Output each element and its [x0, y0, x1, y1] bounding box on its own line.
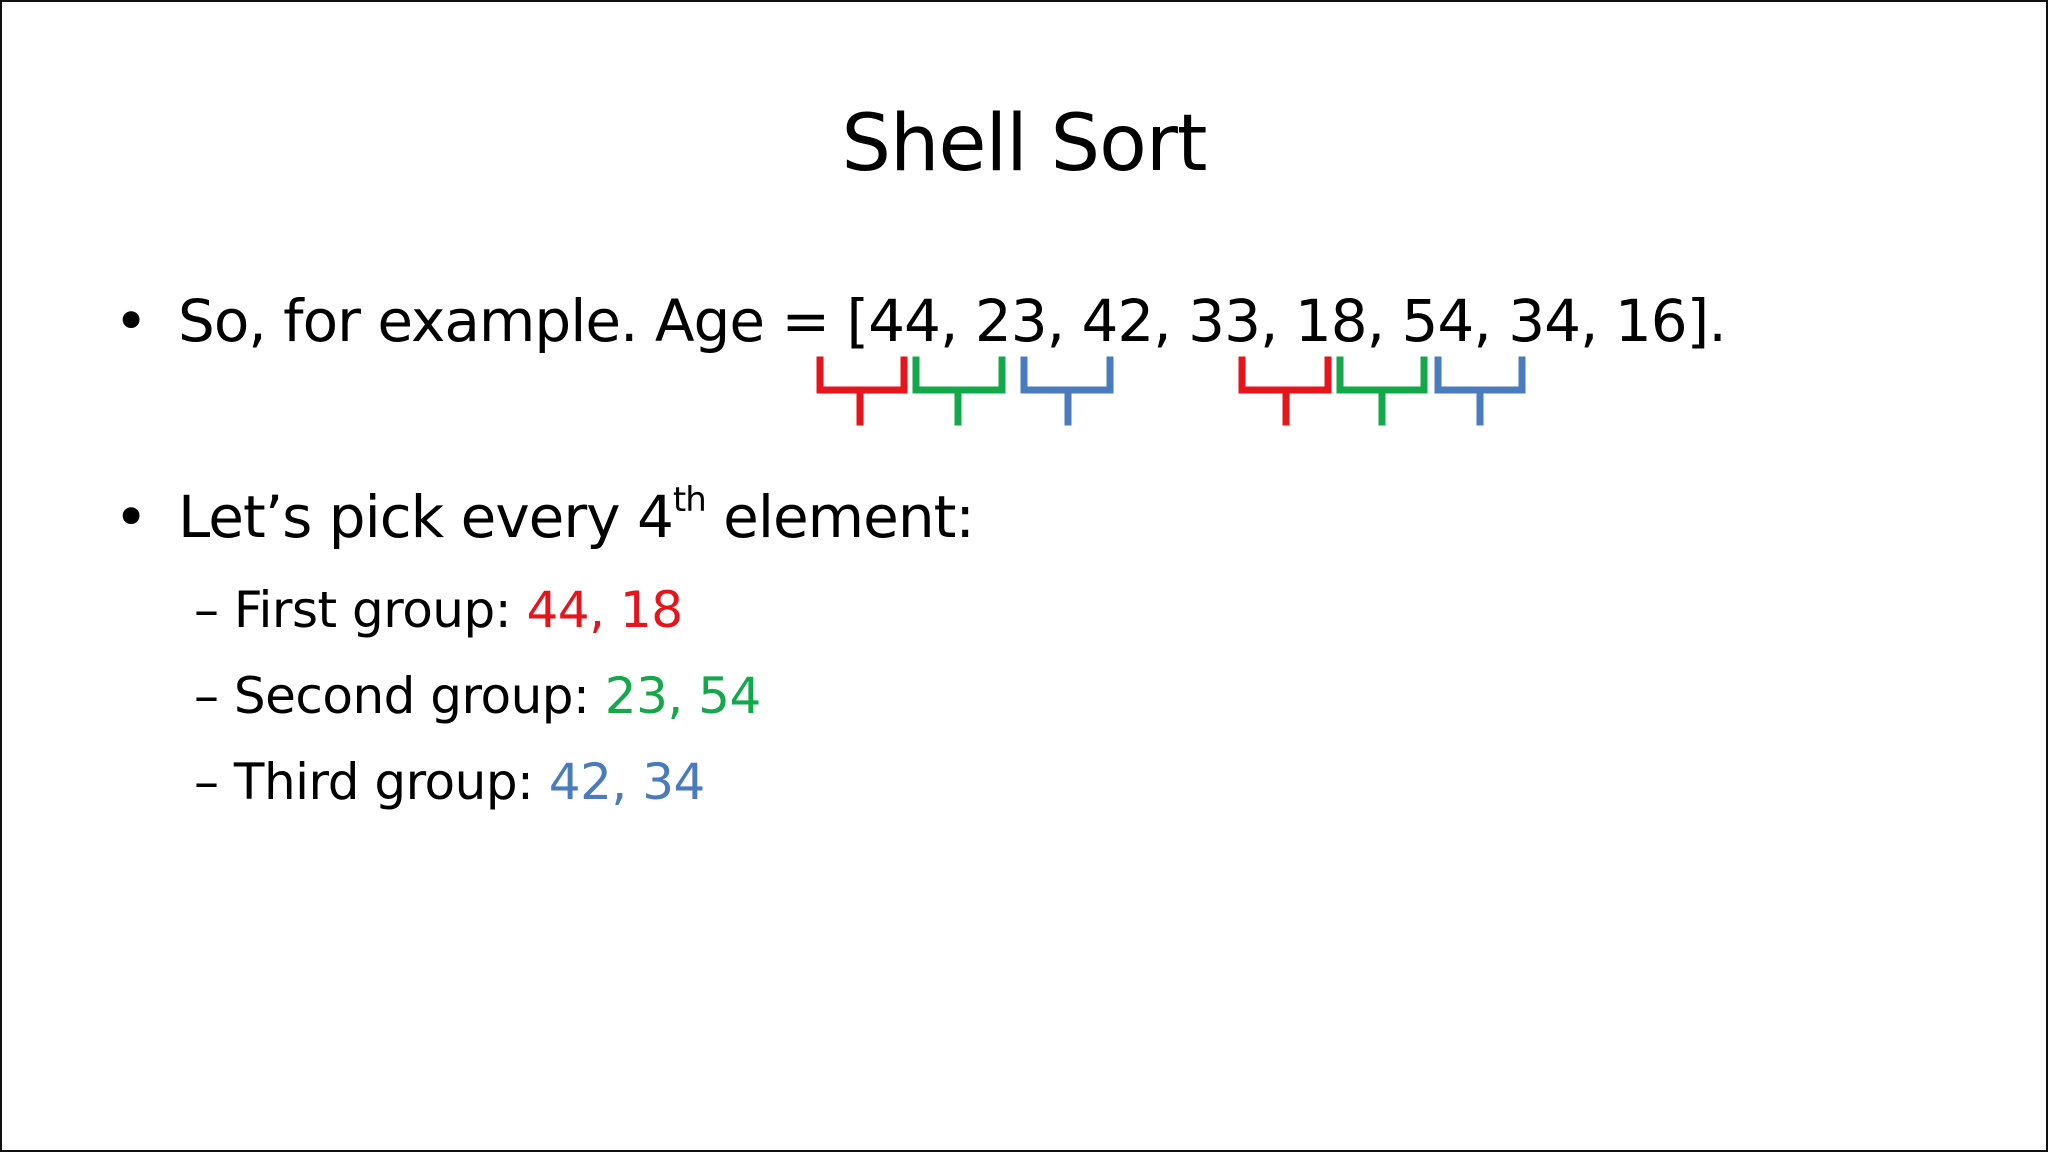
ordinal-superscript: th — [672, 479, 707, 520]
brace-group-1-second — [1238, 356, 1332, 426]
slide-title: Shell Sort — [841, 99, 1208, 189]
bullet-marker: • — [114, 287, 148, 355]
group-values: 23, 54 — [604, 667, 762, 725]
sub-dash: – — [194, 753, 234, 811]
sub-dash: – — [194, 667, 234, 725]
sub-bullet-third-group: – Third group: 42, 34 — [194, 752, 705, 812]
group-values: 42, 34 — [548, 753, 706, 811]
sub-bullet-first-group: – First group: 44, 18 — [194, 580, 683, 640]
bullet-marker: • — [114, 483, 148, 551]
group-label: Third group: — [233, 753, 549, 811]
brace-group-3-first — [1020, 356, 1114, 426]
pick-text-after: element: — [705, 483, 975, 551]
sub-dash: – — [194, 581, 234, 639]
pick-text-before: Let’s pick every 4 — [178, 483, 674, 551]
bullet-example-text: So, for example. Age = [44, 23, 42, 33, … — [178, 287, 1727, 355]
group-label: Second group: — [233, 667, 605, 725]
bullet-pick-every-text: Let’s pick every 4th element: — [178, 479, 975, 552]
brace-group-2-second — [1336, 356, 1428, 426]
brace-group-1-first — [816, 356, 908, 426]
brace-group-2-first — [912, 356, 1006, 426]
group-values: 44, 18 — [526, 581, 683, 639]
sub-bullet-second-group: – Second group: 23, 54 — [194, 666, 761, 726]
group-label: First group: — [233, 581, 527, 639]
brace-group-3-second — [1434, 356, 1526, 426]
